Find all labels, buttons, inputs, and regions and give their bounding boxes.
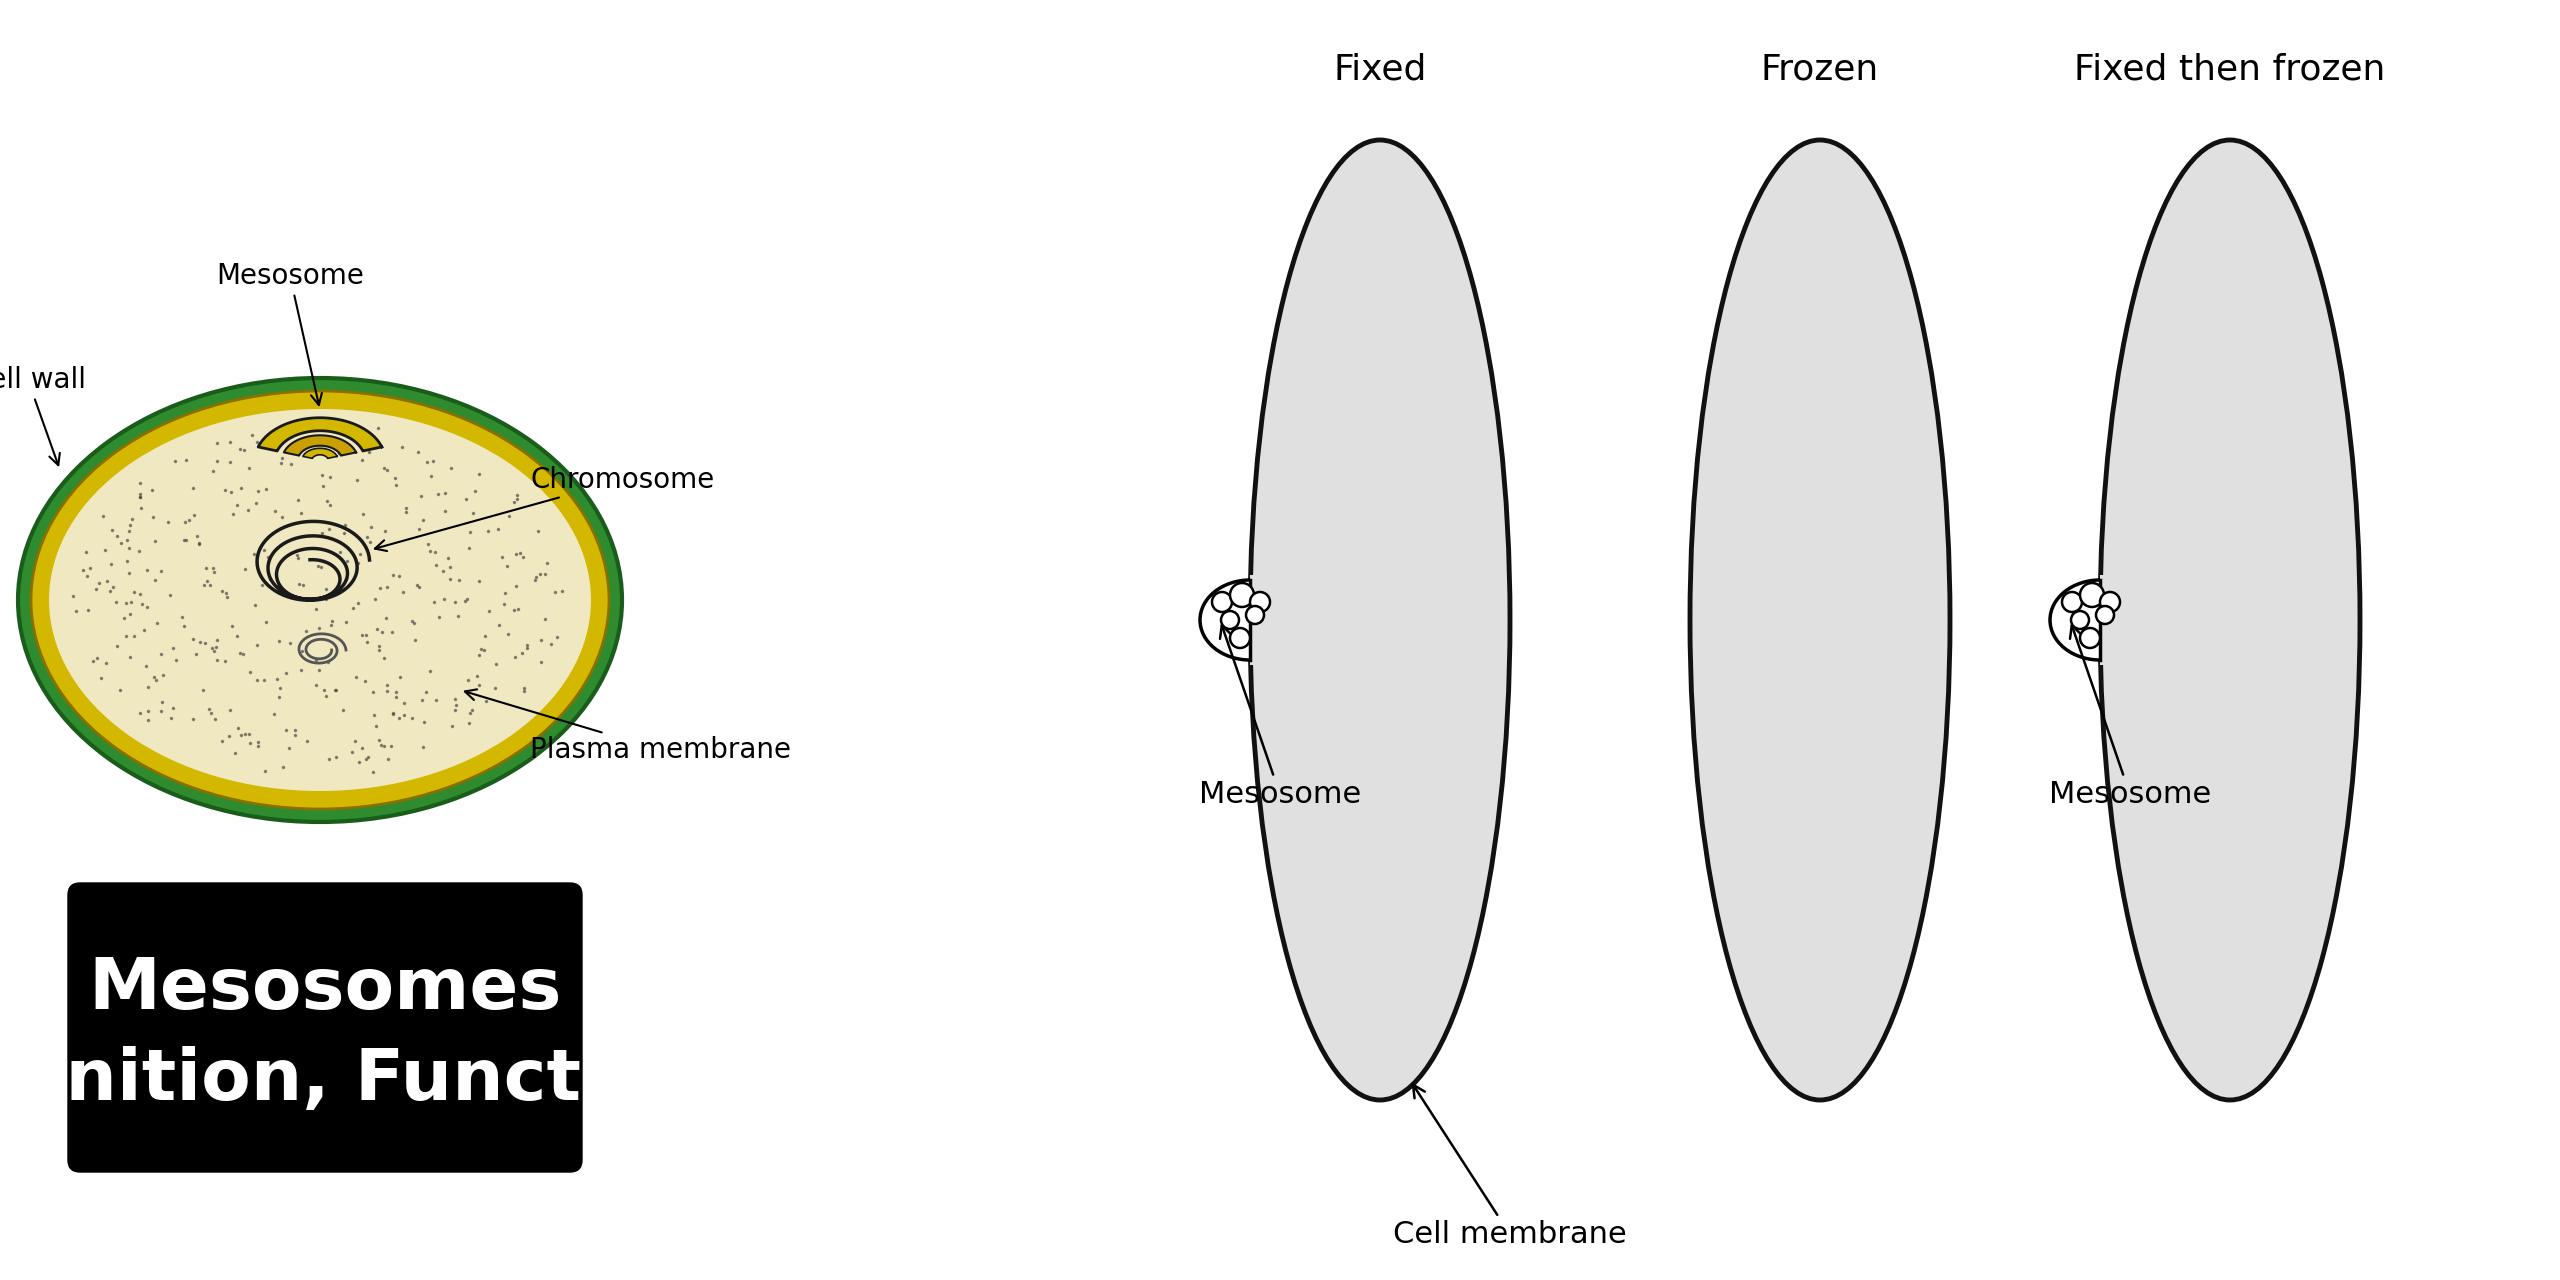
Polygon shape xyxy=(259,417,381,451)
Text: Fixed: Fixed xyxy=(1334,52,1426,87)
Text: Mesosome: Mesosome xyxy=(215,262,364,404)
Ellipse shape xyxy=(2051,580,2150,660)
Circle shape xyxy=(1229,582,1254,607)
FancyBboxPatch shape xyxy=(1249,575,1311,666)
FancyBboxPatch shape xyxy=(2099,575,2161,666)
Ellipse shape xyxy=(1201,580,1300,660)
Ellipse shape xyxy=(1690,140,1951,1100)
Text: Mesosomes: Mesosomes xyxy=(87,955,561,1024)
Ellipse shape xyxy=(49,410,591,791)
Circle shape xyxy=(1211,591,1231,612)
Ellipse shape xyxy=(18,378,622,822)
Circle shape xyxy=(2097,605,2115,623)
Circle shape xyxy=(1249,591,1270,612)
Text: Cell membrane: Cell membrane xyxy=(1393,1084,1626,1249)
Text: Definition, Functions: Definition, Functions xyxy=(0,1046,750,1115)
Text: Frozen: Frozen xyxy=(1761,52,1879,87)
Circle shape xyxy=(1221,611,1239,628)
Circle shape xyxy=(2061,591,2081,612)
Ellipse shape xyxy=(31,390,609,809)
Circle shape xyxy=(1229,628,1249,648)
Polygon shape xyxy=(302,448,338,458)
Text: Fixed then frozen: Fixed then frozen xyxy=(2074,52,2386,87)
Circle shape xyxy=(2079,582,2104,607)
Ellipse shape xyxy=(1249,140,1510,1100)
Text: Chromosome: Chromosome xyxy=(374,466,714,550)
Text: Cell wall: Cell wall xyxy=(0,366,87,465)
FancyBboxPatch shape xyxy=(69,883,581,1172)
Circle shape xyxy=(2071,611,2089,628)
Circle shape xyxy=(2079,628,2099,648)
Polygon shape xyxy=(284,435,356,456)
Text: Mesosome: Mesosome xyxy=(2048,625,2212,809)
Ellipse shape xyxy=(2099,140,2360,1100)
Circle shape xyxy=(2099,591,2120,612)
Circle shape xyxy=(1247,605,1265,623)
Text: Plasma membrane: Plasma membrane xyxy=(466,690,791,764)
Text: Mesosome: Mesosome xyxy=(1198,625,1362,809)
